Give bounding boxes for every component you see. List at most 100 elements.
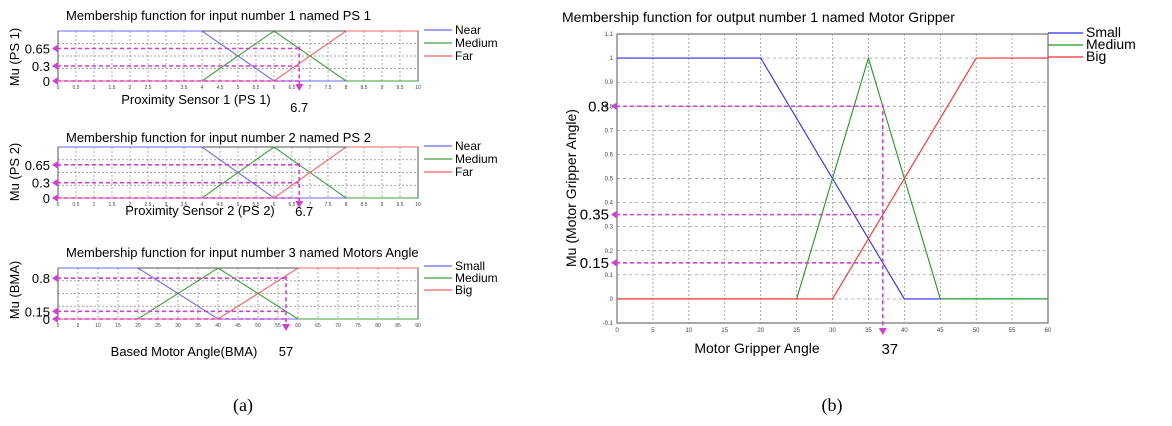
x-tick-label: 35 bbox=[865, 328, 872, 334]
x-tick-label: 2 bbox=[129, 85, 132, 91]
x-tick-label: 10 bbox=[95, 323, 101, 329]
x-tick-label: 7.5 bbox=[325, 202, 332, 208]
x-tick-label: 2.5 bbox=[145, 202, 152, 208]
readout-x-arrow bbox=[295, 84, 304, 91]
y-tick-label: 0.8 bbox=[605, 104, 614, 110]
y-axis-label: Mu (PS 1) bbox=[7, 28, 22, 87]
x-tick-label: 80 bbox=[375, 323, 381, 329]
readout-y-arrow bbox=[611, 102, 617, 111]
x-tick-label: 3.5 bbox=[181, 202, 188, 208]
legend-label: Medium bbox=[455, 152, 498, 166]
legend-label: Near bbox=[455, 139, 481, 153]
y-tick-label: 0.9 bbox=[605, 80, 614, 86]
x-tick-label: 55 bbox=[1009, 328, 1016, 334]
readout-y-arrow bbox=[52, 315, 58, 323]
readout-y-value: 0.8 bbox=[588, 98, 609, 115]
x-tick-label: 1 bbox=[93, 85, 96, 91]
x-tick-label: 5 bbox=[77, 323, 80, 329]
chart-title: Membership function for input number 2 n… bbox=[66, 130, 371, 145]
x-tick-label: 75 bbox=[355, 323, 361, 329]
readout-y-arrow bbox=[52, 160, 58, 169]
readout-y-value: 0.3 bbox=[32, 59, 50, 74]
x-tick-label: 3 bbox=[165, 85, 168, 91]
x-tick-label: 0 bbox=[57, 85, 60, 91]
x-tick-label: 6 bbox=[273, 85, 276, 91]
x-axis-label: Based Motor Angle(BMA) bbox=[111, 344, 258, 359]
x-tick-label: 9 bbox=[381, 202, 384, 208]
x-tick-label: 20 bbox=[135, 323, 141, 329]
legend-label: Medium bbox=[1086, 36, 1136, 52]
x-tick-label: 8 bbox=[345, 202, 348, 208]
x-tick-label: 2.5 bbox=[145, 85, 152, 91]
readout-y-arrow bbox=[611, 258, 617, 267]
x-tick-label: 0 bbox=[57, 323, 60, 329]
x-tick-label: 9.5 bbox=[397, 202, 404, 208]
readout-x-value: 57 bbox=[279, 344, 293, 359]
x-tick-label: 10 bbox=[415, 85, 421, 91]
chart-3: Membership function for input number 3 n… bbox=[7, 245, 498, 359]
x-tick-label: 5 bbox=[237, 85, 240, 91]
x-tick-label: 15 bbox=[721, 328, 728, 334]
x-tick-label: 10 bbox=[415, 202, 421, 208]
x-tick-label: 4.5 bbox=[217, 85, 224, 91]
x-tick-label: 0 bbox=[615, 328, 619, 334]
x-tick-label: 15 bbox=[115, 323, 121, 329]
legend-label: Big bbox=[455, 283, 472, 297]
legend-label: Far bbox=[455, 49, 473, 63]
legend-label: Big bbox=[1086, 48, 1106, 64]
x-tick-label: 35 bbox=[195, 323, 201, 329]
y-tick-label: 0.4 bbox=[605, 201, 614, 207]
y-axis-label: Mu (PS 2) bbox=[7, 143, 22, 202]
readout-y-value: 0.3 bbox=[32, 176, 50, 191]
x-tick-label: 6.5 bbox=[289, 202, 296, 208]
charts-layer: Membership function for input number 1 n… bbox=[7, 8, 1136, 359]
x-tick-label: 5 bbox=[237, 202, 240, 208]
y-tick-label: -0.1 bbox=[603, 321, 614, 327]
x-axis-label: Motor Gripper Angle bbox=[694, 340, 819, 356]
x-tick-label: 9 bbox=[381, 85, 384, 91]
legend-label: Far bbox=[455, 165, 473, 179]
x-tick-label: 25 bbox=[155, 323, 161, 329]
y-tick-label: 1 bbox=[610, 56, 614, 62]
readout-y-value: 0.35 bbox=[580, 207, 609, 224]
chart-2: Membership function for input number 2 n… bbox=[7, 130, 498, 219]
panel-label-a: (a) bbox=[233, 395, 253, 416]
x-tick-label: 60 bbox=[1045, 328, 1052, 334]
y-tick-label: 0 bbox=[610, 297, 614, 303]
x-tick-label: 50 bbox=[973, 328, 980, 334]
chart-title: Membership function for output number 1 … bbox=[562, 9, 955, 25]
x-tick-label: 30 bbox=[829, 328, 836, 334]
x-tick-label: 30 bbox=[175, 323, 181, 329]
series-line-big bbox=[617, 57, 1048, 300]
readout-y-value: 0.65 bbox=[25, 158, 50, 173]
y-tick-label: 1.1 bbox=[605, 32, 614, 38]
readout-y-arrow bbox=[52, 62, 58, 70]
readout-x-value: 37 bbox=[881, 341, 898, 358]
readout-y-value: 0.8 bbox=[32, 271, 50, 286]
x-axis-label: Proximity Sensor 1 (PS 1) bbox=[121, 92, 271, 107]
legend-label: Small bbox=[1086, 24, 1121, 40]
legend-label: Small bbox=[455, 259, 485, 273]
x-tick-label: 3.5 bbox=[181, 85, 188, 91]
x-tick-label: 50 bbox=[255, 323, 261, 329]
x-tick-label: 4 bbox=[201, 202, 204, 208]
readout-y-value: 0 bbox=[43, 74, 50, 89]
x-tick-label: 0.5 bbox=[73, 202, 80, 208]
x-tick-label: 60 bbox=[295, 323, 301, 329]
x-tick-label: 45 bbox=[235, 323, 241, 329]
x-tick-label: 4 bbox=[201, 85, 204, 91]
x-tick-label: 45 bbox=[937, 328, 944, 334]
x-tick-label: 0 bbox=[57, 202, 60, 208]
x-tick-label: 1 bbox=[93, 202, 96, 208]
readout-x-arrow bbox=[295, 201, 304, 208]
x-tick-label: 55 bbox=[275, 323, 281, 329]
chart-title: Membership function for input number 3 n… bbox=[66, 245, 419, 260]
legend-label: Medium bbox=[455, 36, 498, 50]
legend-label: Near bbox=[455, 23, 481, 37]
y-tick-label: 0.3 bbox=[605, 225, 614, 231]
readout-x-arrow bbox=[878, 328, 887, 335]
x-tick-label: 8.5 bbox=[361, 202, 368, 208]
x-tick-label: 6.5 bbox=[289, 85, 296, 91]
panel-label-b: (b) bbox=[822, 395, 843, 416]
x-tick-label: 3 bbox=[165, 202, 168, 208]
